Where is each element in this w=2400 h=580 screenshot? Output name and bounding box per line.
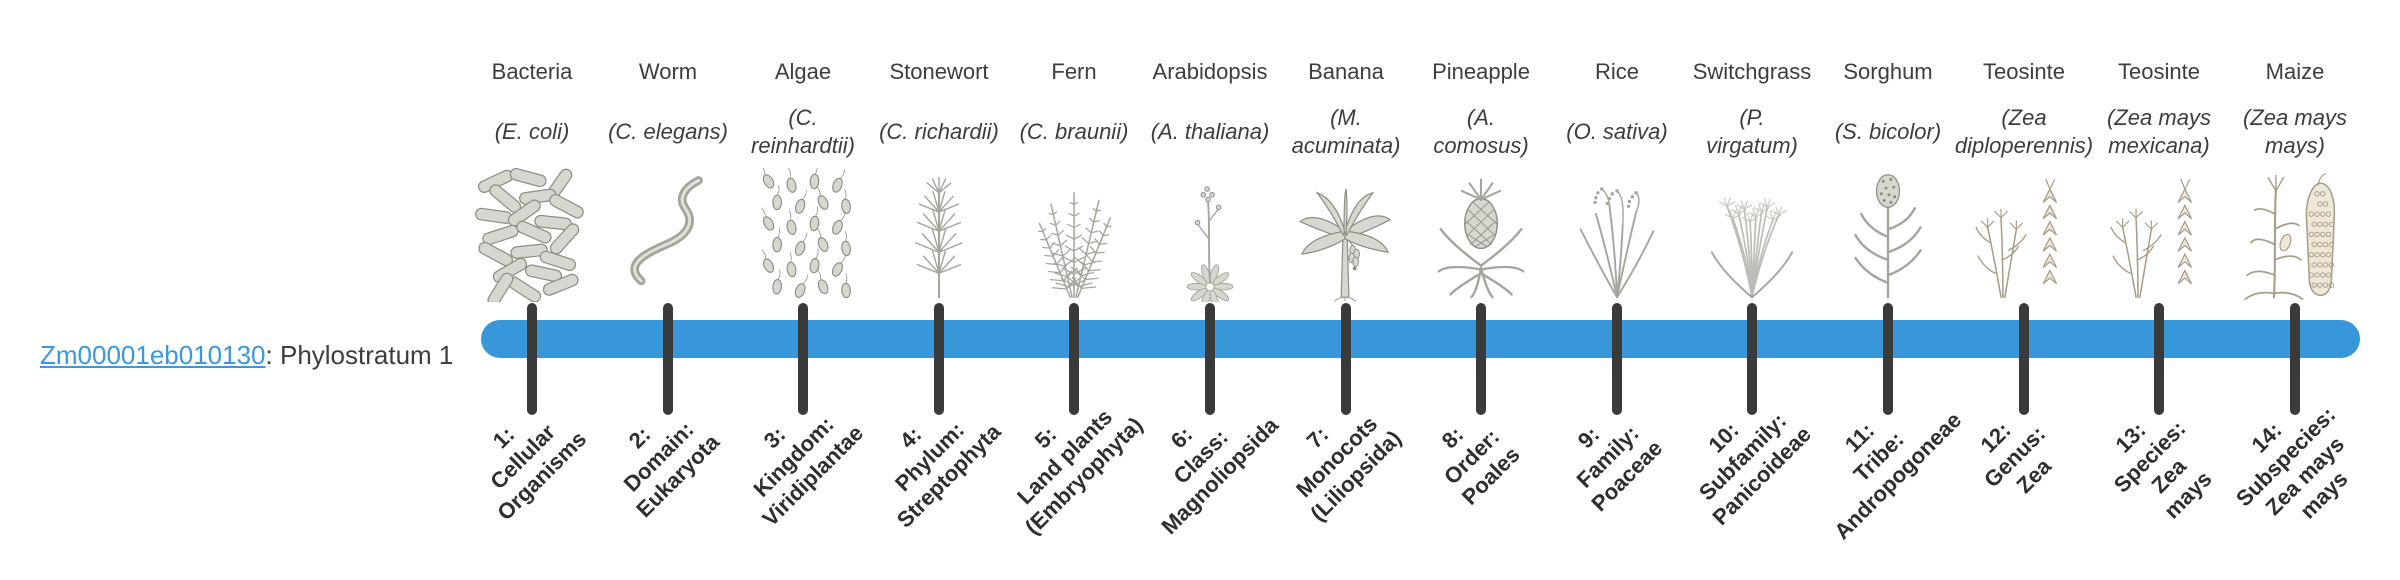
- organism-column-banana: Banana (M. acuminata) 7: Monocots (Lilio…: [1276, 0, 1416, 580]
- organism-column-bacteria: Bacteria (E. coli) 1: Cellular Organisms: [462, 0, 602, 580]
- phylostratum-tick: [1476, 303, 1486, 415]
- organism-scientific-name: (C. richardii): [879, 119, 999, 144]
- organism-common-name: Bacteria: [491, 59, 573, 84]
- teosinte-illustration: [1954, 168, 2094, 302]
- organism-scientific-name: (C. braunii): [1019, 119, 1129, 144]
- organism-column-switchgrass: Switchgrass (P. virgatum) 10: Subfamily:…: [1682, 0, 1822, 580]
- fern-illustration: [1004, 168, 1144, 302]
- phylostratum-tick: [527, 303, 537, 415]
- organism-common-name: Teosinte: [1983, 59, 2065, 84]
- stonewort-illustration: [869, 168, 1009, 302]
- phylostratum-tick: [934, 303, 944, 415]
- organism-column-arabidopsis: Arabidopsis (A. thaliana) 6: Class: Magn…: [1140, 0, 1283, 580]
- organism-column-teosinte-diploperennis: Teosinte (Zea diploperennis) 12: Genus: …: [1954, 0, 2094, 580]
- rice-illustration: [1547, 168, 1687, 302]
- gene-label: Zm00001eb010130: Phylostratum 1: [40, 339, 453, 371]
- phylostratum-tick: [1069, 303, 1079, 415]
- phylostratum-tick: [1612, 303, 1622, 415]
- organism-common-name: Maize: [2265, 59, 2325, 84]
- arabidopsis-illustration: [1140, 168, 1280, 302]
- organism-column-stonewort: Stonewort (C. richardii) 4: Phylum: Stre…: [869, 0, 1009, 580]
- organism-column-rice: Rice (O. sativa) 9: Family: Poaceae: [1547, 0, 1687, 580]
- organism-common-name: Switchgrass: [1692, 59, 1812, 84]
- organism-common-name: Banana: [1308, 59, 1384, 84]
- organism-scientific-name: (M. acuminata): [1291, 105, 1401, 158]
- maize-illustration: [2225, 168, 2365, 302]
- gene-phylostratum-text: : Phylostratum 1: [265, 340, 454, 370]
- phylostratum-tick: [798, 303, 808, 415]
- organism-column-sorghum: Sorghum (S. bicolor) 11: Tribe: Andropog…: [1818, 0, 1966, 580]
- organism-common-name: Worm: [638, 59, 698, 84]
- organism-common-name: Teosinte: [2118, 59, 2200, 84]
- gene-id-link[interactable]: Zm00001eb010130: [40, 340, 266, 370]
- phylostratum-bar: [481, 320, 2360, 358]
- switchgrass-illustration: [1682, 168, 1822, 302]
- organism-scientific-name: (P. virgatum): [1706, 105, 1798, 158]
- phylostratum-tick: [1205, 303, 1215, 415]
- organism-scientific-name: (Zea diploperennis): [1954, 105, 2094, 158]
- organism-common-name: Stonewort: [889, 59, 989, 84]
- phylostratum-tick: [1341, 303, 1351, 415]
- phylostratum-tick: [2019, 303, 2029, 415]
- organism-column-fern: Fern (C. braunii) 5: Land plants (Embryo…: [1004, 0, 1147, 580]
- organism-column-teosinte-mexicana: Teosinte (Zea mays mexicana) 13: Species…: [2089, 0, 2229, 580]
- organism-scientific-name: (A. thaliana): [1150, 119, 1270, 144]
- organism-scientific-name: (C. elegans): [608, 119, 728, 144]
- organism-scientific-name: (Zea mays mexicana): [2107, 105, 2211, 158]
- algae-illustration: [733, 168, 873, 302]
- organism-common-name: Algae: [774, 59, 832, 84]
- organism-common-name: Rice: [1594, 59, 1639, 84]
- organism-common-name: Fern: [1051, 59, 1097, 84]
- organism-column-maize: Maize (Zea mays mays) 14: Subspecies: Ze…: [2225, 0, 2365, 580]
- organism-common-name: Sorghum: [1843, 59, 1933, 84]
- worm-illustration: [598, 168, 738, 302]
- bacteria-illustration: [462, 168, 602, 302]
- organism-common-name: Pineapple: [1432, 59, 1530, 84]
- phylostratum-tick: [2290, 303, 2300, 415]
- organism-scientific-name: (E. coli): [494, 119, 570, 144]
- organism-scientific-name: (C. reinhardtii): [751, 105, 855, 158]
- phylostratum-tick: [1747, 303, 1757, 415]
- banana-illustration: [1276, 168, 1416, 302]
- phylostratum-tick: [663, 303, 673, 415]
- phylostratum-tick: [2154, 303, 2164, 415]
- organism-scientific-name: (A. comosus): [1433, 105, 1529, 158]
- teosinte-illustration: [2089, 168, 2229, 302]
- organism-column-pineapple: Pineapple (A. comosus) 8: Order: Poales: [1411, 0, 1551, 580]
- organism-column-algae: Algae (C. reinhardtii) 3: Kingdom: Virid…: [733, 0, 873, 580]
- phylostratum-tick: [1883, 303, 1893, 415]
- organism-scientific-name: (Zea mays mays): [2243, 105, 2347, 158]
- sorghum-illustration: [1818, 168, 1958, 302]
- pineapple-illustration: [1411, 168, 1551, 302]
- organism-scientific-name: (O. sativa): [1566, 119, 1668, 144]
- organism-scientific-name: (S. bicolor): [1834, 119, 1942, 144]
- organism-column-worm: Worm (C. elegans) 2: Domain: Eukaryota: [598, 0, 738, 580]
- organism-common-name: Arabidopsis: [1152, 59, 1268, 84]
